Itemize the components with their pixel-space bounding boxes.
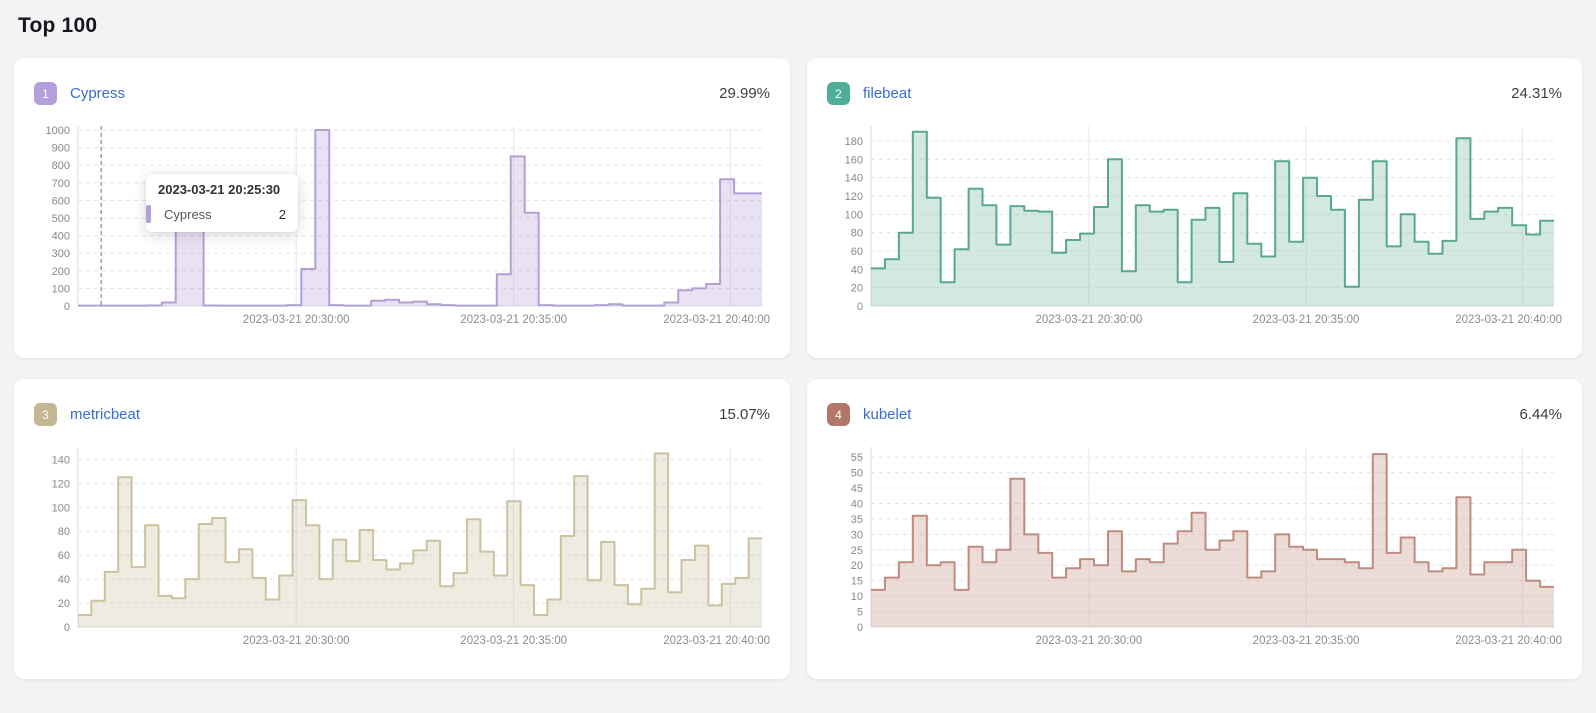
svg-text:120: 120 bbox=[52, 478, 70, 490]
card-header: 1 Cypress 29.99% bbox=[34, 82, 770, 105]
svg-text:800: 800 bbox=[52, 160, 70, 172]
svg-text:140: 140 bbox=[845, 173, 863, 185]
card-filebeat: 2 filebeat 24.31% 0 20 40 60 80 100 120 140 160 1… bbox=[807, 58, 1582, 358]
rank-badge: 1 bbox=[34, 82, 57, 105]
card-header: 3 metricbeat 15.07% bbox=[34, 403, 770, 426]
svg-text:15: 15 bbox=[851, 576, 863, 588]
percent-value: 15.07% bbox=[719, 406, 770, 423]
svg-text:300: 300 bbox=[52, 248, 70, 260]
svg-text:100: 100 bbox=[52, 502, 70, 514]
svg-text:60: 60 bbox=[58, 550, 70, 562]
series-name-link[interactable]: kubelet bbox=[863, 406, 912, 423]
svg-text:0: 0 bbox=[64, 301, 70, 313]
card-kubelet: 4 kubelet 6.44% 0 5 10 15 20 25 30 35 40 45 50 55 20… bbox=[807, 379, 1582, 679]
svg-text:45: 45 bbox=[851, 483, 863, 495]
svg-text:700: 700 bbox=[52, 178, 70, 190]
rank-badge: 2 bbox=[827, 82, 850, 105]
step-area-chart[interactable]: 0 20 40 60 80 100 120 140 2023-03-21 20:30:00 202… bbox=[34, 439, 770, 651]
svg-text:0: 0 bbox=[64, 622, 70, 634]
svg-text:80: 80 bbox=[851, 228, 863, 240]
svg-text:180: 180 bbox=[845, 136, 863, 148]
svg-text:2023-03-21 20:40:00: 2023-03-21 20:40:00 bbox=[1455, 635, 1562, 647]
svg-text:80: 80 bbox=[58, 526, 70, 538]
tooltip-series-name: Cypress bbox=[164, 206, 212, 222]
tooltip-timestamp: 2023-03-21 20:25:30 bbox=[158, 182, 281, 197]
tooltip-series-value: 2 bbox=[278, 206, 286, 222]
svg-text:40: 40 bbox=[58, 574, 70, 586]
page: Top 100 1 Cypress 29.99% 0 100 200 300 400 50… bbox=[14, 14, 1582, 679]
series-name-link[interactable]: filebeat bbox=[863, 85, 912, 102]
svg-text:160: 160 bbox=[845, 154, 863, 166]
svg-text:2023-03-21 20:40:00: 2023-03-21 20:40:00 bbox=[1455, 314, 1562, 326]
svg-text:140: 140 bbox=[52, 454, 70, 466]
card-metricbeat: 3 metricbeat 15.07% 0 20 40 60 80 100 120 140 20… bbox=[14, 379, 790, 679]
svg-text:20: 20 bbox=[58, 598, 70, 610]
card-cypress: 1 Cypress 29.99% 0 100 200 300 400 500 600 700 8… bbox=[14, 58, 790, 358]
svg-text:2023-03-21 20:35:00: 2023-03-21 20:35:00 bbox=[1253, 314, 1360, 326]
svg-text:200: 200 bbox=[52, 266, 70, 278]
svg-text:2023-03-21 20:30:00: 2023-03-21 20:30:00 bbox=[243, 635, 350, 647]
card-header: 4 kubelet 6.44% bbox=[827, 403, 1562, 426]
svg-text:5: 5 bbox=[857, 607, 863, 619]
svg-text:100: 100 bbox=[52, 283, 70, 295]
percent-value: 24.31% bbox=[1511, 85, 1562, 102]
svg-text:2023-03-21 20:35:00: 2023-03-21 20:35:00 bbox=[460, 635, 567, 647]
svg-text:500: 500 bbox=[52, 213, 70, 225]
svg-text:30: 30 bbox=[851, 529, 863, 541]
percent-value: 29.99% bbox=[719, 85, 770, 102]
svg-text:20: 20 bbox=[851, 283, 863, 295]
svg-text:2023-03-21 20:30:00: 2023-03-21 20:30:00 bbox=[1035, 314, 1142, 326]
step-area-chart[interactable]: 0 20 40 60 80 100 120 140 160 180 2023-03-21 20:30… bbox=[827, 118, 1562, 330]
rank-badge: 3 bbox=[34, 403, 57, 426]
svg-text:2023-03-21 20:40:00: 2023-03-21 20:40:00 bbox=[663, 635, 770, 647]
step-area-chart[interactable]: 0 100 200 300 400 500 600 700 800 900 1000 2023-03-… bbox=[34, 118, 770, 330]
svg-text:25: 25 bbox=[851, 545, 863, 557]
svg-text:120: 120 bbox=[845, 191, 863, 203]
svg-text:900: 900 bbox=[52, 143, 70, 155]
svg-text:40: 40 bbox=[851, 498, 863, 510]
rank-badge: 4 bbox=[827, 403, 850, 426]
svg-text:0: 0 bbox=[857, 301, 863, 313]
tooltip-series-row: Cypress 2 bbox=[146, 205, 286, 223]
svg-text:55: 55 bbox=[851, 452, 863, 464]
svg-text:50: 50 bbox=[851, 468, 863, 480]
svg-text:100: 100 bbox=[845, 209, 863, 221]
series-name-link[interactable]: Cypress bbox=[70, 85, 126, 102]
card-header: 2 filebeat 24.31% bbox=[827, 82, 1562, 105]
series-color-marker bbox=[146, 205, 151, 223]
svg-text:1000: 1000 bbox=[46, 125, 70, 137]
svg-text:400: 400 bbox=[52, 231, 70, 243]
svg-text:60: 60 bbox=[851, 246, 863, 258]
series-name-link[interactable]: metricbeat bbox=[70, 406, 141, 423]
svg-text:2023-03-21 20:30:00: 2023-03-21 20:30:00 bbox=[243, 314, 350, 326]
svg-text:40: 40 bbox=[851, 264, 863, 276]
page-title: Top 100 bbox=[18, 14, 98, 37]
svg-text:600: 600 bbox=[52, 195, 70, 207]
svg-text:0: 0 bbox=[857, 622, 863, 634]
svg-text:10: 10 bbox=[851, 591, 863, 603]
percent-value: 6.44% bbox=[1519, 406, 1562, 423]
step-area-chart[interactable]: 0 5 10 15 20 25 30 35 40 45 50 55 2023-03-21 20:30:0… bbox=[827, 439, 1562, 651]
svg-text:2023-03-21 20:35:00: 2023-03-21 20:35:00 bbox=[460, 314, 567, 326]
cards-grid: 1 Cypress 29.99% 0 100 200 300 400 500 600 700 8… bbox=[14, 58, 1582, 679]
svg-text:2023-03-21 20:30:00: 2023-03-21 20:30:00 bbox=[1035, 635, 1142, 647]
svg-text:2023-03-21 20:35:00: 2023-03-21 20:35:00 bbox=[1253, 635, 1360, 647]
svg-text:2023-03-21 20:40:00: 2023-03-21 20:40:00 bbox=[663, 314, 770, 326]
chart-tooltip: 2023-03-21 20:25:30 Cypress 2 bbox=[146, 174, 298, 232]
svg-text:20: 20 bbox=[851, 560, 863, 572]
svg-text:35: 35 bbox=[851, 514, 863, 526]
